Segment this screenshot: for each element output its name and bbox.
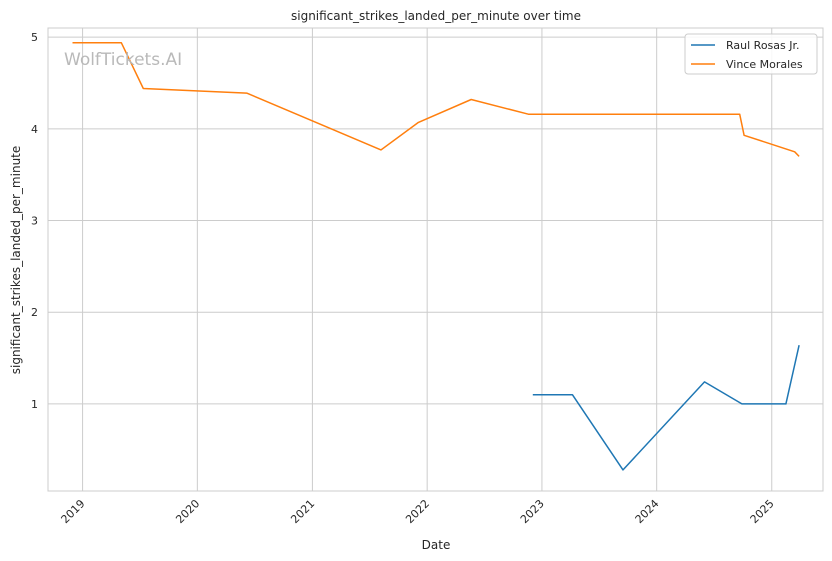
y-tick-label: 3 — [31, 215, 38, 228]
x-axis-label: Date — [422, 538, 451, 552]
y-tick-label: 2 — [31, 306, 38, 319]
x-ticks: 2019 2020 2021 2022 2023 2024 2025 — [59, 497, 777, 526]
x-tick-label: 2024 — [633, 497, 662, 526]
chart-title: significant_strikes_landed_per_minute ov… — [291, 9, 581, 23]
legend: Raul Rosas Jr. Vince Morales — [684, 33, 818, 75]
series-line-0 — [532, 345, 800, 471]
plot-frame — [47, 27, 824, 492]
x-tick-label: 2020 — [173, 497, 202, 526]
x-tick-label: 2021 — [288, 497, 317, 526]
y-ticks: 1 2 3 4 5 — [31, 31, 38, 411]
series-lines — [72, 41, 800, 471]
watermark: WolfTickets.AI — [64, 50, 182, 70]
legend-label: Vince Morales — [726, 58, 803, 71]
legend-label: Raul Rosas Jr. — [726, 39, 800, 52]
grid — [48, 28, 823, 491]
legend-box — [684, 33, 818, 75]
series-line-1 — [72, 41, 800, 157]
x-tick-label: 2023 — [518, 497, 547, 526]
x-tick-label: 2025 — [748, 497, 777, 526]
y-tick-label: 5 — [31, 31, 38, 44]
x-tick-label: 2022 — [403, 497, 432, 526]
x-tick-label: 2019 — [59, 497, 88, 526]
y-axis-label: significant_strikes_landed_per_minute — [9, 146, 23, 375]
y-tick-label: 4 — [31, 123, 38, 136]
y-tick-label: 1 — [31, 398, 38, 411]
